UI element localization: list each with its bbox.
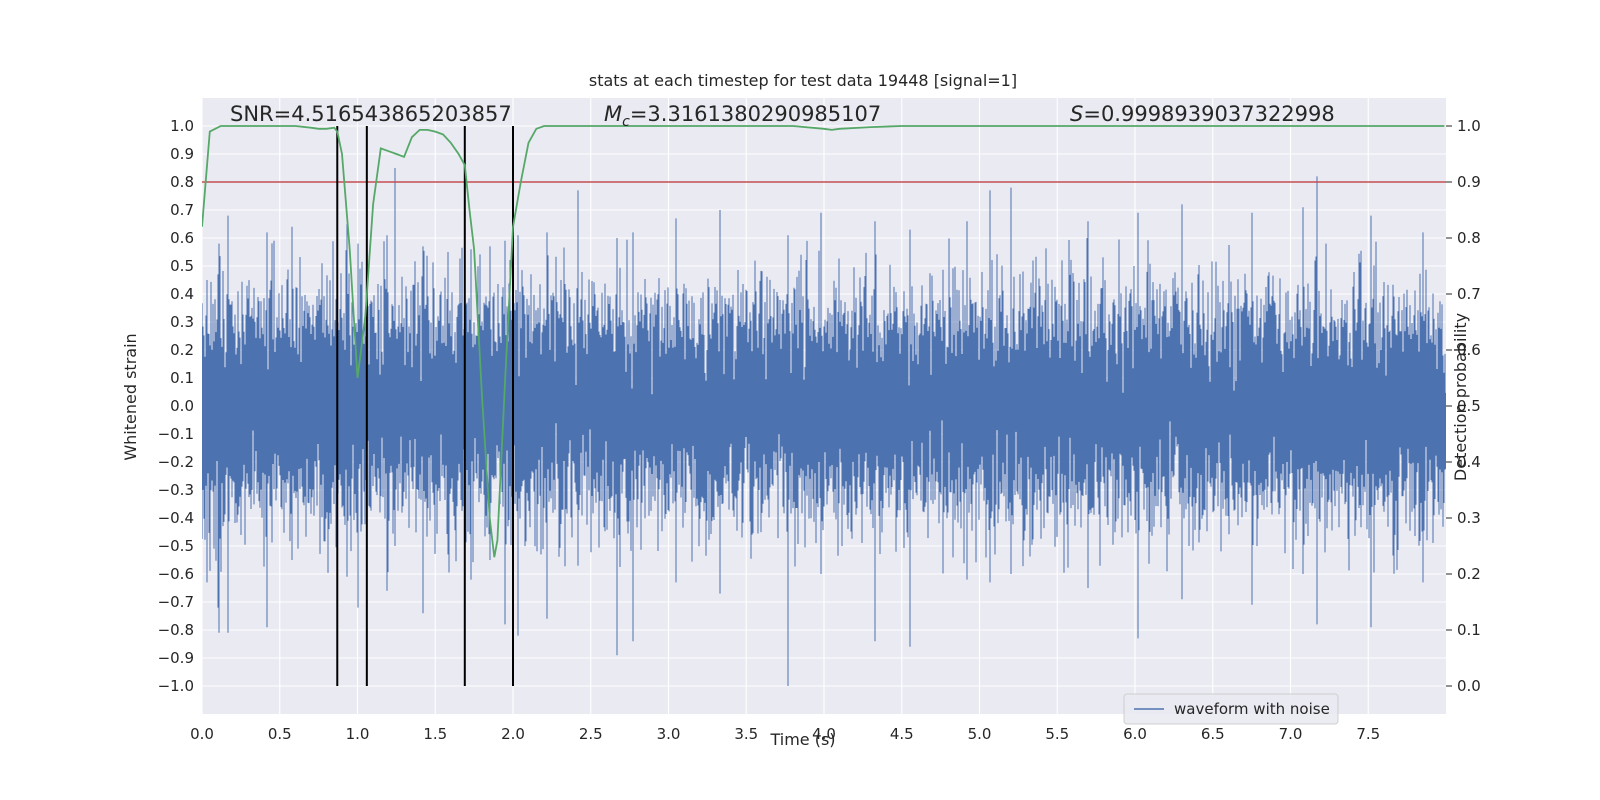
y-tick-label: −0.6 [158, 565, 194, 583]
stat-snr: SNR=4.516543865203857 [230, 102, 512, 126]
legend-box [1123, 693, 1339, 725]
y-tick-label: −1.0 [158, 677, 194, 695]
x-tick-label: 6.0 [1123, 725, 1147, 743]
y-tick-labels: 1.0 0.9 0.8 0.7 0.6 0.5 0.4 0.3 0.2 0.1 0.0 −0.1 −0.… [158, 117, 194, 695]
x-tick-label: 1.0 [346, 725, 370, 743]
y2-tick-label: 0.4 [1457, 453, 1481, 471]
y-tick-label: 0.9 [170, 145, 194, 163]
stat-chirp-mass-subscript: c [622, 114, 630, 130]
y-tick-label: −0.2 [158, 453, 194, 471]
y-tick-label: −0.1 [158, 425, 194, 443]
x-tick-label: 5.5 [1045, 725, 1069, 743]
stat-significance-symbol: S [1070, 102, 1083, 126]
y-tick-label: −0.3 [158, 481, 194, 499]
plot-content [202, 125, 1446, 686]
y-tick-label: −0.7 [158, 593, 194, 611]
y-tick-label: 0.5 [170, 257, 194, 275]
y2-tick-label: 0.0 [1457, 677, 1481, 695]
y-tick-label: 1.0 [170, 117, 194, 135]
y-tick-label: −0.5 [158, 537, 194, 555]
x-tick-label: 4.5 [890, 725, 914, 743]
x-tick-label: 2.5 [579, 725, 603, 743]
x-tick-label: 0.5 [268, 725, 292, 743]
y2-tick-label: 0.9 [1457, 173, 1481, 191]
x-tick-label: 3.0 [657, 725, 681, 743]
x-tick-label: 7.5 [1356, 725, 1380, 743]
y-tick-label: 0.7 [170, 201, 194, 219]
x-axis-label: Time (s) [769, 730, 835, 749]
vertical-markers [336, 126, 514, 686]
legend-entry: waveform with noise [1174, 700, 1330, 718]
y2-axis-label: Detection probability [1451, 313, 1470, 481]
y2-tick-label: 0.1 [1457, 621, 1481, 639]
y-axis-label: Whitened strain [121, 333, 140, 460]
y2-tick-label: 0.5 [1457, 397, 1481, 415]
stat-chirp-mass: Mc=3.3161380290985107 [604, 102, 881, 130]
legend: waveform with noise [1123, 693, 1339, 725]
y2-tick-label: 0.6 [1457, 341, 1481, 359]
y-tick-label: −0.4 [158, 509, 194, 527]
y-tick-label: 0.3 [170, 313, 194, 331]
stat-chirp-mass-value: =3.3161380290985107 [630, 102, 881, 126]
y-tick-label: 0.8 [170, 173, 194, 191]
y-tick-label: 0.6 [170, 229, 194, 247]
y2-tick-label: 0.3 [1457, 509, 1481, 527]
x-tick-label: 6.5 [1201, 725, 1225, 743]
y2-tick-label: 1.0 [1457, 117, 1481, 135]
x-tick-labels: 0.0 0.5 1.0 1.5 2.0 2.5 3.0 3.5 4.0 4.5 5.0 5.5 6.0 6… [190, 725, 1380, 743]
x-tick-label: 5.0 [968, 725, 992, 743]
x-tick-label: 7.0 [1279, 725, 1303, 743]
x-tick-label: 1.5 [423, 725, 447, 743]
stat-chirp-mass-symbol: M [604, 102, 622, 126]
stat-significance: S=0.9998939037322998 [1070, 102, 1335, 126]
x-tick-label: 0.0 [190, 725, 214, 743]
y2-tick-label: 0.7 [1457, 285, 1481, 303]
stat-significance-value: =0.9998939037322998 [1083, 102, 1334, 126]
y-tick-label: 0.0 [170, 397, 194, 415]
y2-tick-label: 0.8 [1457, 229, 1481, 247]
chart-title: stats at each timestep for test data 194… [589, 71, 1017, 90]
y-tick-label: −0.8 [158, 621, 194, 639]
y2-tick-labels: 1.0 0.9 0.8 0.7 0.6 0.5 0.4 0.3 0.2 0.1 0.0 [1446, 117, 1481, 695]
x-tick-label: 4.0 [812, 725, 836, 743]
y-tick-label: 0.4 [170, 285, 194, 303]
y2-tick-label: 0.2 [1457, 565, 1481, 583]
x-tick-label: 2.0 [501, 725, 525, 743]
y-tick-label: 0.1 [170, 369, 194, 387]
y-tick-label: 0.2 [170, 341, 194, 359]
series-waveform-with-noise [202, 168, 1446, 686]
series-detection-probability [202, 125, 1445, 558]
x-tick-label: 3.5 [734, 725, 758, 743]
y-tick-label: −0.9 [158, 649, 194, 667]
